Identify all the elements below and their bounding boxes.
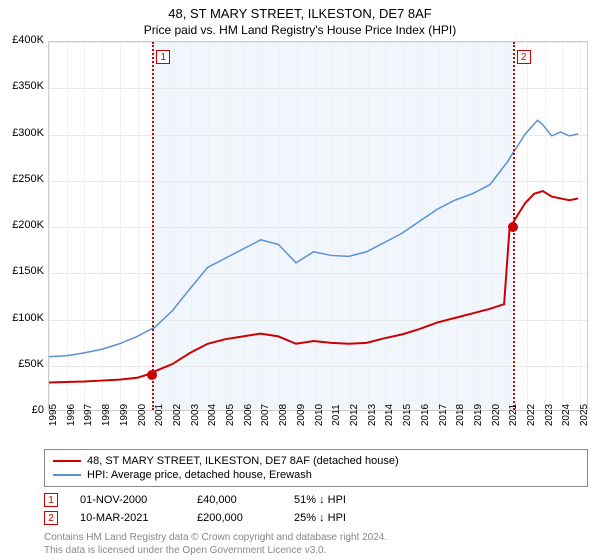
x-tick-label: 1998 [101, 404, 112, 426]
x-tick-label: 2001 [154, 404, 165, 426]
x-tick-label: 2022 [526, 404, 537, 426]
x-tick-label: 2012 [349, 404, 360, 426]
x-tick-label: 2025 [579, 404, 590, 426]
x-tick-label: 2023 [544, 404, 555, 426]
legend-swatch [53, 460, 81, 462]
legend-swatch [53, 474, 81, 476]
transaction-marker-box: 2 [44, 511, 58, 525]
transaction-marker-box: 1 [44, 493, 58, 507]
y-tick-label: £50K [18, 358, 44, 370]
transaction-date: 01-NOV-2000 [80, 494, 175, 506]
x-tick-label: 2013 [367, 404, 378, 426]
y-tick-label: £100K [12, 312, 44, 324]
x-tick-label: 2002 [172, 404, 183, 426]
chart-plot-area: 12 [48, 41, 588, 411]
y-tick-label: £300K [12, 127, 44, 139]
footer-line-1: Contains HM Land Registry data © Crown c… [44, 531, 588, 544]
transaction-row: 1 01-NOV-2000 £40,000 51% ↓ HPI [44, 491, 588, 509]
y-tick-label: £350K [12, 80, 44, 92]
attribution-footer: Contains HM Land Registry data © Crown c… [44, 531, 588, 557]
x-tick-label: 2009 [296, 404, 307, 426]
event-marker: 1 [156, 50, 170, 64]
event-dot [508, 222, 518, 232]
x-tick-label: 2011 [331, 404, 342, 426]
y-tick-label: £400K [12, 34, 44, 46]
x-tick-label: 2019 [473, 404, 484, 426]
y-tick-label: £150K [12, 265, 44, 277]
x-tick-label: 2015 [402, 404, 413, 426]
transactions-table: 1 01-NOV-2000 £40,000 51% ↓ HPI 2 10-MAR-2021… [44, 491, 588, 527]
legend-row: HPI: Average price, detached house, Erew… [53, 468, 579, 482]
chart-legend: 48, ST MARY STREET, ILKESTON, DE7 8AF (d… [44, 449, 588, 487]
x-tick-label: 2018 [455, 404, 466, 426]
footer-line-2: This data is licensed under the Open Gov… [44, 544, 588, 557]
x-tick-label: 2003 [190, 404, 201, 426]
series-price_paid [49, 191, 578, 382]
event-marker: 2 [517, 50, 531, 64]
x-tick-label: 2008 [278, 404, 289, 426]
y-tick-label: £250K [12, 173, 44, 185]
legend-row: 48, ST MARY STREET, ILKESTON, DE7 8AF (d… [53, 454, 579, 468]
transaction-hpi-delta: 25% ↓ HPI [294, 512, 384, 524]
x-tick-label: 1995 [48, 404, 59, 426]
x-tick-label: 1999 [119, 404, 130, 426]
x-tick-label: 2016 [420, 404, 431, 426]
x-tick-label: 2020 [491, 404, 502, 426]
x-tick-label: 2006 [243, 404, 254, 426]
x-tick-label: 2004 [207, 404, 218, 426]
x-tick-label: 2014 [384, 404, 395, 426]
x-tick-label: 2021 [508, 404, 519, 426]
x-tick-label: 2017 [438, 404, 449, 426]
event-dot [147, 370, 157, 380]
x-tick-label: 2005 [225, 404, 236, 426]
legend-label: HPI: Average price, detached house, Erew… [87, 469, 312, 481]
x-axis: 1995199619971998199920002001200220032004… [48, 411, 588, 443]
transaction-price: £200,000 [197, 512, 272, 524]
x-tick-label: 1996 [66, 404, 77, 426]
y-axis: £0£50K£100K£150K£200K£250K£300K£350K£400… [0, 40, 48, 410]
x-tick-label: 2007 [260, 404, 271, 426]
x-tick-label: 2024 [561, 404, 572, 426]
chart-lines-svg [49, 42, 587, 410]
legend-label: 48, ST MARY STREET, ILKESTON, DE7 8AF (d… [87, 455, 399, 467]
x-tick-label: 2000 [137, 404, 148, 426]
transaction-hpi-delta: 51% ↓ HPI [294, 494, 384, 506]
chart-subtitle: Price paid vs. HM Land Registry's House … [0, 21, 600, 41]
transaction-row: 2 10-MAR-2021 £200,000 25% ↓ HPI [44, 509, 588, 527]
x-tick-label: 2010 [314, 404, 325, 426]
y-tick-label: £200K [12, 219, 44, 231]
transaction-date: 10-MAR-2021 [80, 512, 175, 524]
chart-address-title: 48, ST MARY STREET, ILKESTON, DE7 8AF [0, 0, 600, 21]
series-hpi [49, 120, 578, 357]
transaction-price: £40,000 [197, 494, 272, 506]
event-line [152, 42, 154, 410]
y-tick-label: £0 [32, 404, 44, 416]
x-tick-label: 1997 [83, 404, 94, 426]
